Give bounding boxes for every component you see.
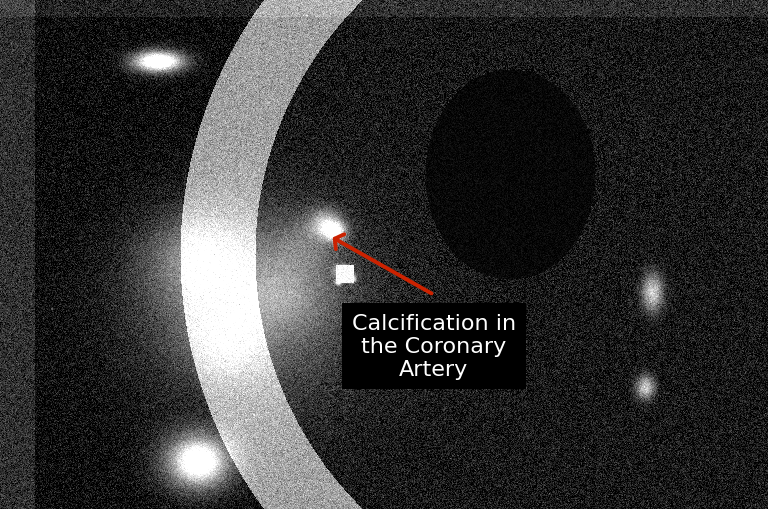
Text: Calcification in
the Coronary
Artery: Calcification in the Coronary Artery — [352, 313, 516, 379]
